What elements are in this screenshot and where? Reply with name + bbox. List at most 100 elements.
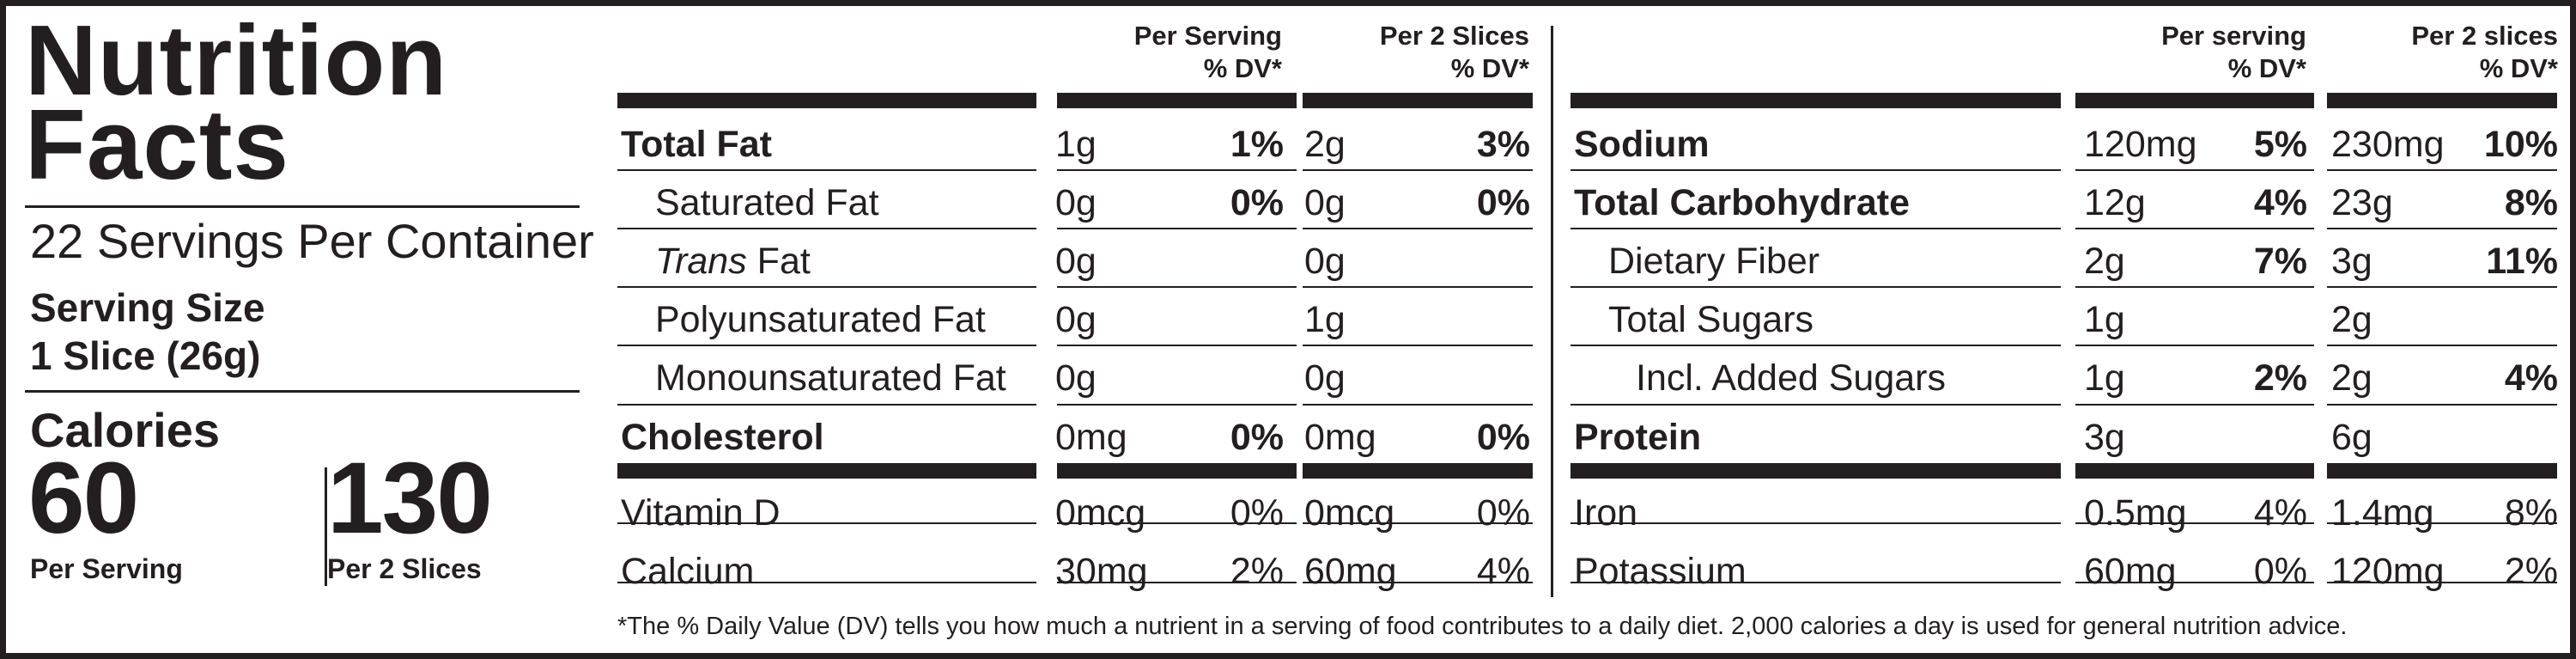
thin-rule: [2327, 522, 2557, 524]
dv-per-2-slices: 0%: [1476, 492, 1530, 534]
nutrient-name: Cholesterol: [621, 417, 824, 458]
thin-rule: [2327, 582, 2557, 583]
thin-rule: [617, 228, 1036, 229]
nutrient-name-rest: Fat: [746, 241, 811, 282]
thin-rule: [2327, 345, 2557, 346]
calories-per-serving: 60: [28, 442, 139, 555]
right-header-per-2-slices: Per 2 slices % DV*: [2352, 20, 2558, 85]
thick-rule: [1057, 463, 1297, 479]
amount-per-2-slices: 0mg: [1304, 417, 1376, 458]
left-header-per-serving: Per Serving % DV*: [1076, 20, 1282, 85]
thin-rule: [2327, 169, 2557, 171]
dv-per-serving: 2%: [2253, 357, 2307, 399]
nutrient-name: Iron: [1574, 492, 1638, 534]
thick-rule: [1571, 463, 2061, 479]
thin-rule: [617, 582, 1036, 583]
calories-per-serving-caption: Per Serving: [30, 553, 183, 584]
amount-per-serving: 0g: [1055, 182, 1097, 223]
header-line: Per 2 Slices: [1379, 21, 1529, 51]
amount-per-serving: 3g: [2084, 417, 2125, 458]
daily-value-footnote: *The % Daily Value (DV) tells you how mu…: [617, 613, 2348, 640]
header-line: Per serving: [2161, 21, 2306, 51]
nutrient-name: Trans Fat: [655, 240, 811, 283]
thin-rule: [1571, 228, 2061, 229]
dv-per-2-slices: 10%: [2483, 124, 2558, 165]
thick-rule: [617, 463, 1036, 479]
dv-per-serving: 0%: [2253, 551, 2307, 592]
amount-per-2-slices: 0g: [1304, 241, 1346, 282]
thin-rule: [617, 169, 1036, 171]
dv-per-2-slices: 0%: [1476, 182, 1530, 223]
thin-rule: [2327, 404, 2557, 406]
nutrient-name: Protein: [1574, 417, 1702, 458]
thin-rule: [2075, 169, 2314, 171]
thick-rule: [2327, 463, 2557, 479]
amount-per-2-slices: 1.4mg: [2331, 492, 2434, 534]
nutrient-name: Sodium: [1574, 124, 1710, 165]
thin-rule: [1571, 522, 2061, 524]
amount-per-serving: 30mg: [1055, 551, 1148, 592]
dv-per-2-slices: 3%: [1476, 124, 1530, 165]
serving-size-value: 1 Slice (26g): [30, 333, 261, 378]
dv-per-serving: 7%: [2253, 241, 2307, 282]
nutrient-name: Polyunsaturated Fat: [655, 299, 986, 340]
servings-per-container: 22 Servings Per Container: [30, 214, 594, 268]
thick-rule: [2327, 93, 2557, 108]
nutrient-name: Calcium: [621, 551, 755, 592]
thin-rule: [1571, 404, 2061, 406]
amount-per-2-slices: 230mg: [2331, 124, 2445, 165]
thick-rule: [1303, 463, 1533, 479]
nutrient-name: Total Fat: [621, 124, 772, 165]
thin-rule: [1057, 228, 1297, 229]
right-header-per-serving: Per serving % DV*: [2100, 20, 2306, 85]
thin-rule: [2327, 228, 2557, 229]
header-line: Per Serving: [1133, 21, 1282, 51]
amount-per-2-slices: 0g: [1304, 357, 1346, 399]
thin-rule: [1303, 169, 1533, 171]
amount-per-2-slices: 0g: [1304, 182, 1346, 223]
thin-rule: [1057, 404, 1297, 406]
thin-rule: [617, 404, 1036, 406]
amount-per-serving: 0g: [1055, 241, 1097, 282]
header-dv: % DV*: [2227, 53, 2306, 83]
thin-rule: [1057, 522, 1297, 524]
amount-per-2-slices: 2g: [1304, 124, 1346, 165]
thin-rule: [1571, 345, 2061, 346]
thick-rule: [1057, 93, 1297, 108]
amount-per-2-slices: 2g: [2331, 299, 2372, 340]
nutrient-name: Total Sugars: [1608, 299, 1814, 340]
header-dv: % DV*: [2479, 53, 2558, 83]
calories-divider: [325, 467, 327, 586]
label-title: Nutrition Facts: [25, 10, 574, 194]
header-line: Per 2 slices: [2411, 21, 2558, 51]
dv-per-2-slices: 8%: [2504, 492, 2558, 534]
dv-per-2-slices: 8%: [2504, 182, 2558, 223]
amount-per-serving: 120mg: [2084, 124, 2197, 165]
dv-per-serving: 2%: [1230, 551, 1284, 592]
amount-per-2-slices: 60mg: [1304, 551, 1397, 592]
amount-per-serving: 0g: [1055, 357, 1097, 399]
thin-rule: [2075, 582, 2314, 583]
calories-label: Calories: [30, 403, 220, 457]
calories-per-2-slices-caption: Per 2 Slices: [327, 553, 482, 584]
dv-per-2-slices: 11%: [2486, 241, 2558, 282]
dv-per-2-slices: 0%: [1476, 417, 1530, 458]
amount-per-2-slices: 23g: [2331, 182, 2393, 223]
amount-per-serving: 1g: [2084, 299, 2125, 340]
calories-per-2-slices: 130: [327, 442, 493, 555]
thin-rule: [2075, 345, 2314, 346]
amount-per-serving: 2g: [2084, 241, 2125, 282]
amount-per-2-slices: 2g: [2331, 357, 2372, 399]
serving-size-label: Serving Size: [30, 285, 265, 330]
thick-rule: [2075, 463, 2314, 479]
amount-per-2-slices: 0mcg: [1304, 492, 1395, 534]
amount-per-2-slices: 3g: [2331, 241, 2372, 282]
nutrient-name-italic: Trans: [655, 241, 747, 282]
dv-per-serving: 4%: [2253, 492, 2307, 534]
amount-per-serving: 0.5mg: [2084, 492, 2187, 534]
nutrient-name: Vitamin D: [621, 492, 781, 534]
nutrient-name: Dietary Fiber: [1608, 241, 1820, 282]
label-summary: Nutrition Facts 22 Servings Per Containe…: [25, 6, 594, 653]
thin-rule: [1303, 228, 1533, 229]
